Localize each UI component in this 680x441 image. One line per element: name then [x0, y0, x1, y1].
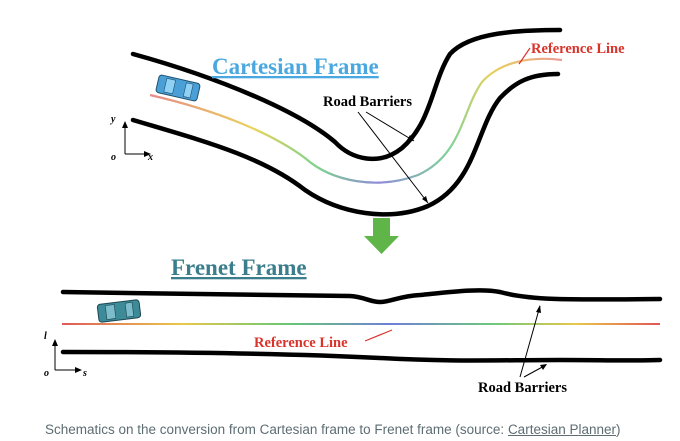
frenet-barrier-pointer-1: [519, 305, 541, 378]
axis-origin-label: o: [111, 152, 116, 163]
vehicle-icon: [155, 74, 201, 102]
frenet-lower-barrier: [60, 349, 663, 363]
cartesian-reference-pointer: [518, 47, 531, 65]
arrowhead: [536, 305, 541, 313]
frenet-reference-label: Reference Line: [254, 335, 348, 351]
cartesian-axes: y x o: [110, 114, 153, 163]
cartesian-barrier-label: Road Barriers: [323, 94, 412, 110]
frenet-barrier-label: Road Barriers: [478, 380, 567, 396]
frenet-title: Frenet Frame: [171, 255, 307, 280]
arrowhead: [540, 364, 547, 370]
frenet-reference-pointer: [364, 329, 393, 342]
down-arrow-icon: [364, 218, 399, 254]
arrowhead: [407, 135, 414, 141]
arrowhead: [422, 196, 428, 203]
cartesian-reference-line: [149, 57, 563, 184]
axis-y-label: y: [110, 114, 116, 125]
source-link[interactable]: Cartesian Planner: [507, 422, 616, 437]
cartesian-upper-barrier: [130, 27, 563, 162]
cartesian-lower-barrier: [130, 71, 561, 217]
vehicle-icon: [96, 299, 142, 323]
axis-x-label: x: [147, 152, 153, 163]
frenet-axes: l s o: [44, 331, 87, 379]
axis-s-label: s: [82, 368, 87, 379]
axis-origin-label: o: [44, 368, 49, 379]
caption-text: Schematics on the conversion from Cartes…: [45, 422, 508, 437]
cartesian-title: Cartesian Frame: [212, 54, 379, 79]
cartesian-barrier-pointer-2: [357, 111, 429, 204]
cartesian-reference-label: Reference Line: [531, 41, 625, 57]
axis-l-label: l: [44, 331, 47, 342]
figure-caption: Schematics on the conversion from Cartes…: [45, 422, 621, 437]
caption-suffix: ): [616, 422, 621, 437]
cartesian-barrier-pointer-1: [365, 111, 415, 142]
frenet-upper-barrier: [60, 288, 663, 305]
